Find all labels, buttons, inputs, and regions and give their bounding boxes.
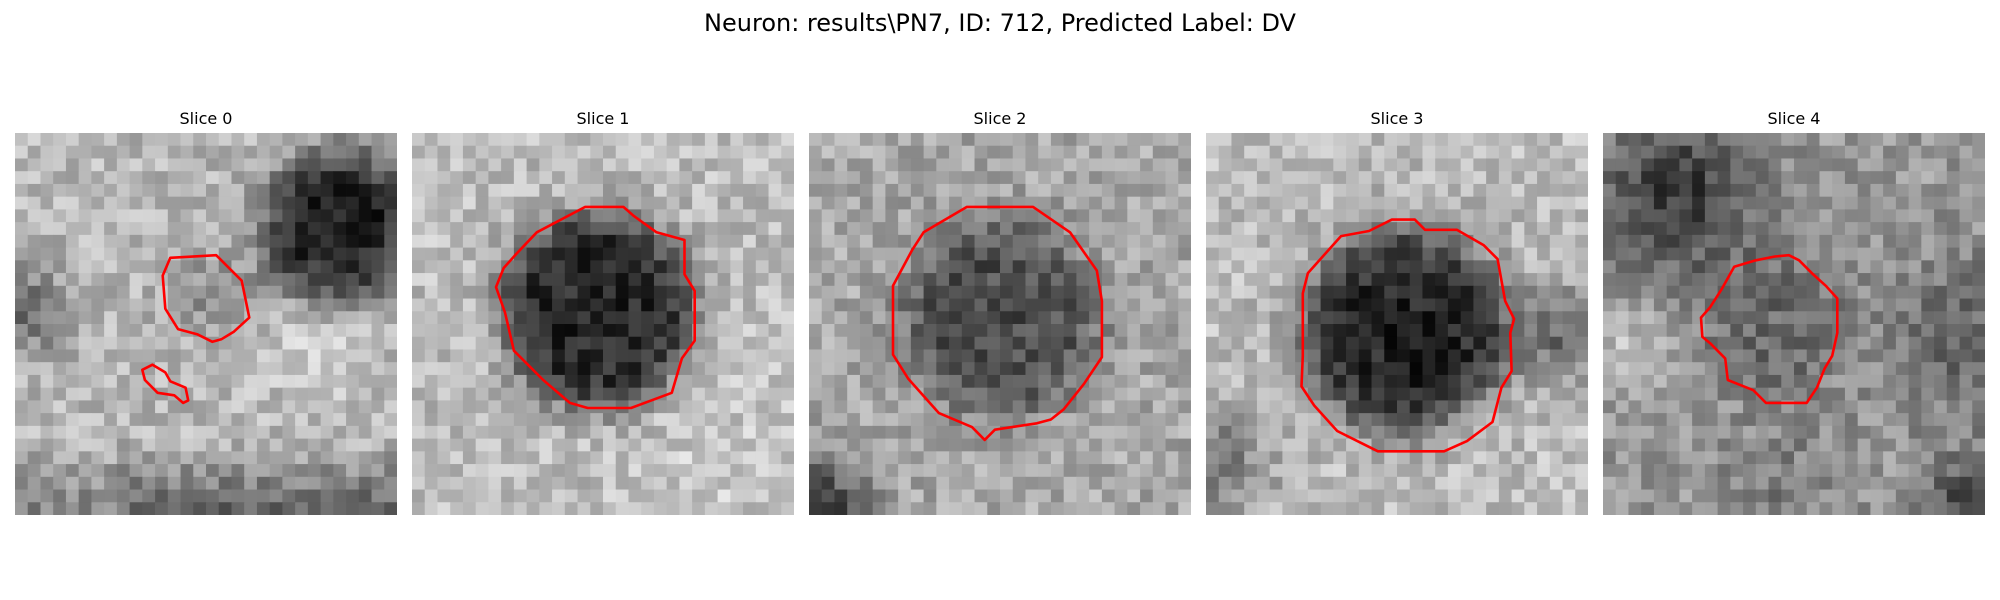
grayscale-pixels: [1206, 133, 1588, 515]
grayscale-pixels: [15, 133, 397, 515]
slice-panel-2: Slice 2: [809, 108, 1191, 515]
grayscale-pixels: [1603, 133, 1985, 515]
slice-image: [809, 133, 1191, 515]
slice-title: Slice 0: [179, 109, 233, 128]
figure-title: Neuron: results\PN7, ID: 712, Predicted …: [704, 9, 1296, 37]
neuron-contour: [494, 205, 697, 410]
slice-image: [15, 133, 397, 515]
slice-image: [412, 133, 794, 515]
grayscale-pixels: [809, 133, 1191, 515]
slice-panel-1: Slice 1: [412, 108, 794, 515]
slice-title: Slice 1: [576, 109, 630, 128]
slice-panel-3: Slice 3: [1206, 108, 1588, 515]
slice-image: [1206, 133, 1588, 515]
neuron-contour: [141, 363, 190, 405]
neuron-contour: [1699, 253, 1839, 405]
slice-panel-4: Slice 4: [1603, 108, 1985, 515]
grayscale-pixels: [412, 133, 794, 515]
neuron-contour: [1300, 218, 1516, 453]
slice-title: Slice 3: [1370, 109, 1424, 128]
neuron-contour: [891, 205, 1104, 442]
slice-panel-0: Slice 0: [15, 108, 397, 515]
slice-image: [1603, 133, 1985, 515]
slice-title: Slice 4: [1767, 109, 1821, 128]
slice-title: Slice 2: [973, 109, 1027, 128]
neuron-contour: [161, 253, 251, 344]
